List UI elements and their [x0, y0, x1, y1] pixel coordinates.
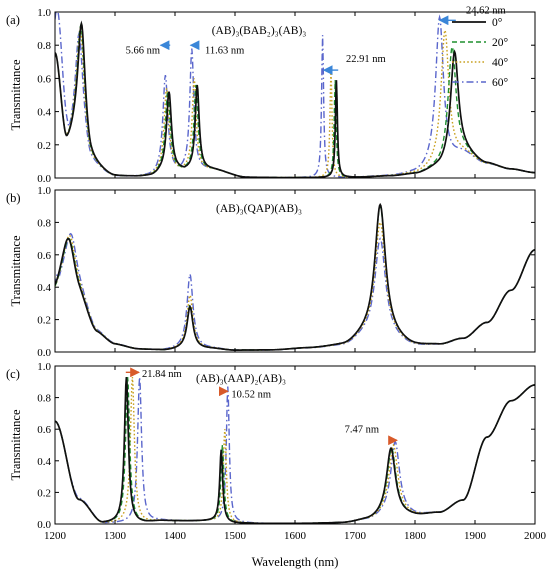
x-tick-label: 1600 — [284, 530, 307, 542]
y-tick-label: 0.4 — [37, 107, 51, 119]
y-tick-label: 0.8 — [37, 393, 51, 405]
y-tick-label: 0.2 — [37, 487, 51, 499]
panel-title: (AB)₃(AAP)₂(AB)₃ — [196, 373, 286, 385]
x-tick-label: 2000 — [524, 530, 547, 542]
x-axis-title: Wavelength (nm) — [252, 555, 339, 569]
y-tick-label: 0.8 — [37, 217, 51, 229]
legend-label: 40° — [492, 57, 509, 69]
series-line-0deg — [55, 202, 535, 351]
x-tick-label: 1900 — [464, 530, 487, 542]
panel-tag: (c) — [6, 367, 20, 381]
legend-label: 20° — [492, 37, 509, 49]
y-tick-label: 0.4 — [37, 282, 51, 294]
series-line-20deg — [55, 22, 535, 178]
y-axis-title: Transmittance — [9, 409, 23, 481]
y-tick-label: 1.0 — [37, 361, 51, 373]
shift-annotation: 7.47 nm — [345, 424, 379, 435]
series-line-40deg — [55, 26, 535, 178]
y-tick-label: 1.0 — [37, 7, 51, 19]
y-tick-label: 0.0 — [37, 519, 51, 531]
panel-c: 0.0 0.2 0.4 0.6 0.8 1.0 1200 1300 1400 1500 1600 17… — [6, 361, 547, 542]
y-tick-label: 0.2 — [37, 315, 51, 327]
shift-annotation: 22.91 nm — [346, 54, 386, 65]
shift-annotation: 10.52 nm — [231, 390, 271, 401]
y-tick-label: 0.4 — [37, 456, 51, 468]
x-tick-label: 1400 — [164, 530, 187, 542]
legend: 0° 20° 40° 60° — [452, 17, 509, 89]
series-line-60deg — [55, 232, 535, 351]
shift-annotation: 24.62 nm — [466, 6, 506, 17]
legend-label: 60° — [492, 77, 509, 89]
x-tick-label: 1500 — [224, 530, 247, 542]
panel-tag: (a) — [6, 13, 20, 27]
x-tick-label: 1200 — [44, 530, 67, 542]
shift-annotation: 5.66 nm — [126, 46, 160, 57]
y-tick-label: 0.6 — [37, 73, 51, 85]
y-tick-label: 0.2 — [37, 140, 51, 152]
y-tick-label: 0.6 — [37, 250, 51, 262]
panel-title: (AB)₃(QAP)(AB)₃ — [216, 203, 302, 215]
panel-title: (AB)₃(BAB₂)₃(AB)₃ — [212, 25, 307, 37]
series-line-20deg — [55, 204, 535, 351]
shift-annotation: 21.84 nm — [142, 369, 182, 380]
panel-tag: (b) — [6, 191, 21, 205]
panel-a: 0.0 0.2 0.4 0.6 0.8 1.0 Transmittance (a) (AB)₃(… — [6, 6, 536, 185]
x-tick-label: 1800 — [404, 530, 427, 542]
series-group — [55, 377, 535, 524]
y-axis-title: Transmittance — [9, 59, 23, 131]
x-tick-label: 1300 — [104, 530, 127, 542]
y-tick-label: 0.6 — [37, 424, 51, 436]
series-line-40deg — [55, 221, 535, 351]
shift-annotation: 11.63 nm — [205, 46, 244, 57]
series-group — [55, 202, 535, 351]
y-tick-label: 0.0 — [37, 173, 51, 185]
legend-label: 0° — [492, 17, 503, 29]
y-tick-label: 1.0 — [37, 185, 51, 197]
y-tick-label: 0.8 — [37, 40, 51, 52]
x-tick-label: 1700 — [344, 530, 367, 542]
y-tick-label: 0.0 — [37, 347, 51, 359]
y-axis-title: Transmittance — [9, 235, 23, 307]
panel-b: 0.0 0.2 0.4 0.6 0.8 1.0 Transmittance (b) (AB)₃(… — [6, 185, 536, 359]
